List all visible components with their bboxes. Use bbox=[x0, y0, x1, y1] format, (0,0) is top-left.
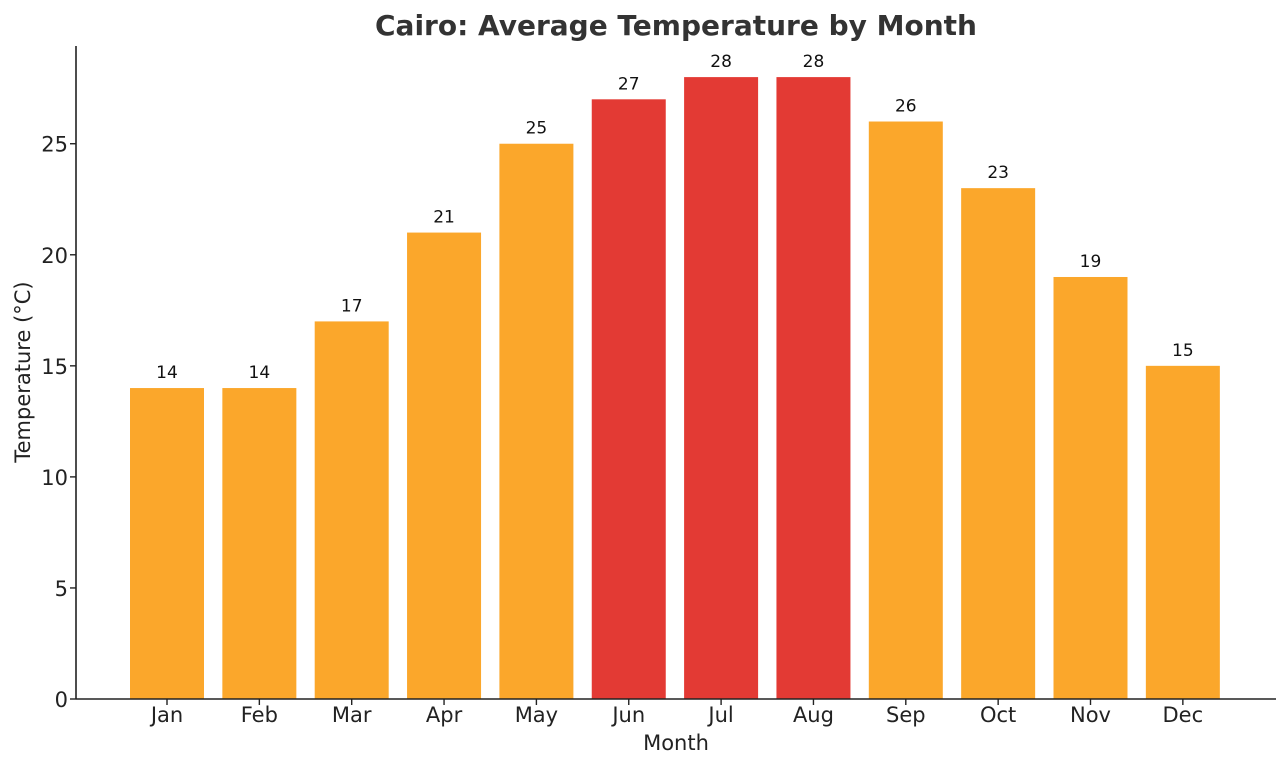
bar-feb bbox=[222, 388, 297, 699]
data-label-jun: 27 bbox=[618, 74, 640, 94]
bar-jan bbox=[130, 388, 204, 699]
y-tick-label-15: 15 bbox=[41, 355, 68, 379]
data-label-jul: 28 bbox=[710, 52, 732, 72]
y-tick-label-10: 10 bbox=[41, 466, 68, 490]
data-label-nov: 19 bbox=[1080, 252, 1102, 272]
x-tick-label-jul: Jul bbox=[706, 703, 733, 727]
data-label-dec: 15 bbox=[1172, 341, 1194, 361]
bar-jul bbox=[684, 77, 759, 700]
data-label-apr: 21 bbox=[433, 208, 455, 228]
y-ticks-layer: 0 5 10 15 20 25 bbox=[41, 133, 76, 712]
x-tick-label-dec: Dec bbox=[1163, 703, 1204, 727]
data-label-oct: 23 bbox=[987, 163, 1009, 183]
bar-mar bbox=[314, 321, 389, 699]
bar-sep bbox=[868, 121, 943, 699]
data-label-aug: 28 bbox=[803, 52, 825, 72]
bar-jun bbox=[591, 99, 666, 699]
bar-nov bbox=[1053, 276, 1128, 699]
x-tick-label-sep: Sep bbox=[886, 703, 926, 727]
data-label-mar: 17 bbox=[341, 296, 363, 316]
x-ticks-layer: Jan Feb Mar Apr May Jun Jul Aug Sep Oct Nov Dec bbox=[149, 699, 1203, 727]
data-label-may: 25 bbox=[526, 119, 548, 139]
x-tick-label-mar: Mar bbox=[332, 703, 372, 727]
bar-aug bbox=[776, 77, 851, 700]
y-tick-label-20: 20 bbox=[41, 244, 68, 268]
y-tick-label-0: 0 bbox=[55, 688, 68, 712]
bar-oct bbox=[961, 188, 1036, 699]
data-label-jan: 14 bbox=[156, 363, 178, 383]
x-tick-label-nov: Nov bbox=[1070, 703, 1111, 727]
x-axis-label: Month bbox=[643, 731, 709, 755]
data-labels-layer: 14 14 17 21 25 27 28 28 26 23 19 15 bbox=[156, 52, 1193, 383]
x-tick-label-feb: Feb bbox=[241, 703, 278, 727]
data-label-sep: 26 bbox=[895, 97, 917, 117]
x-tick-label-jun: Jun bbox=[610, 703, 645, 727]
bars-layer bbox=[130, 77, 1220, 700]
x-tick-label-jan: Jan bbox=[149, 703, 183, 727]
y-tick-label-25: 25 bbox=[41, 133, 68, 157]
x-tick-label-aug: Aug bbox=[793, 703, 834, 727]
data-label-feb: 14 bbox=[249, 363, 271, 383]
x-tick-label-may: May bbox=[515, 703, 558, 727]
chart-title: Cairo: Average Temperature by Month bbox=[375, 9, 977, 42]
y-axis-label: Temperature (°C) bbox=[11, 281, 35, 463]
bar-may bbox=[499, 143, 574, 700]
x-tick-label-oct: Oct bbox=[980, 703, 1016, 727]
x-tick-label-apr: Apr bbox=[426, 703, 463, 727]
y-tick-label-5: 5 bbox=[55, 577, 68, 601]
bar-dec bbox=[1145, 365, 1220, 699]
bar-apr bbox=[407, 232, 482, 699]
